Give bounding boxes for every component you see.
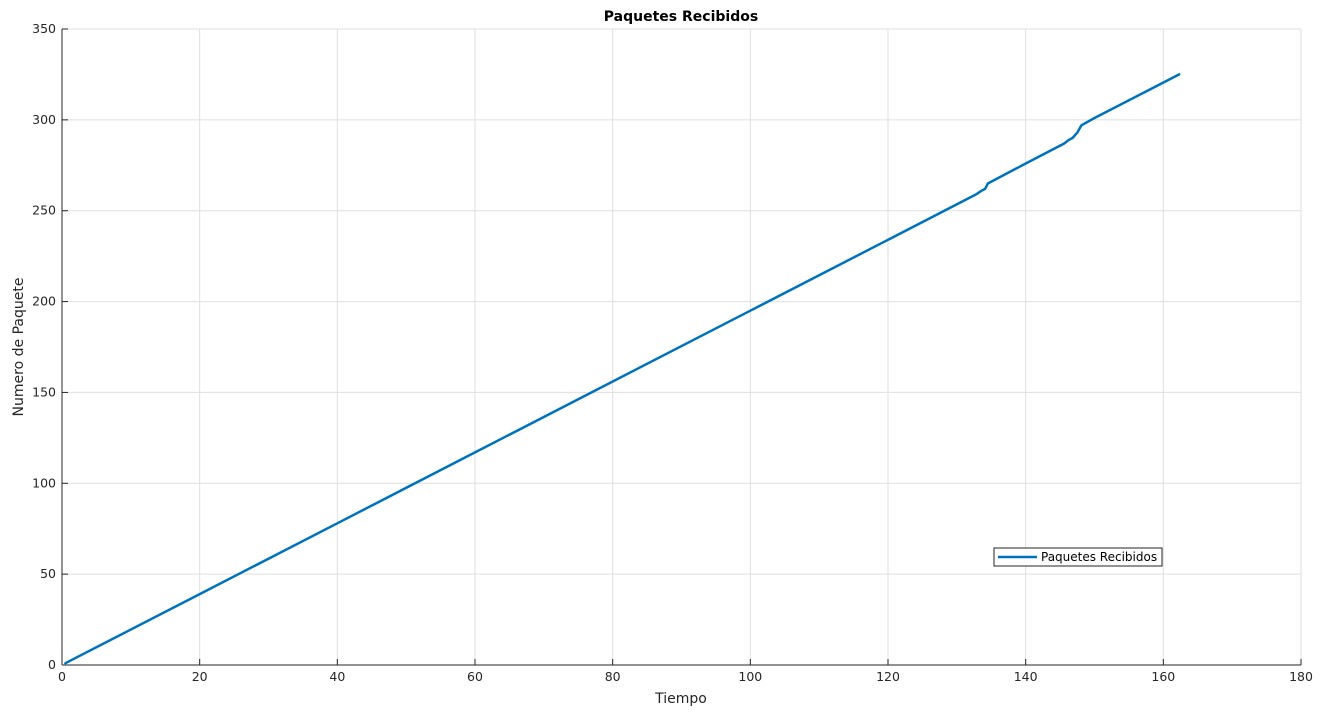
y-axis-title: Numero de Paquete [11,278,27,417]
series-lines [64,73,1181,665]
x-tick-label: 60 [467,669,483,684]
y-tick-label: 300 [32,112,56,127]
legend-box [993,547,1163,567]
x-tick-label: 40 [329,669,345,684]
x-tick-labels: 0 20 40 60 80 100 120 140 160 180 [58,669,1313,684]
axes [61,28,1302,666]
x-axis-title: Tiempo [654,691,707,707]
y-tick-label: 350 [32,21,56,36]
y-tick-label: 250 [32,203,56,218]
x-tick-label: 100 [738,669,762,684]
series-line-paquetes-recibidos [64,73,1181,665]
y-tick-label: 50 [40,566,56,581]
x-tick-label: 80 [605,669,621,684]
x-tick-label: 160 [1151,669,1175,684]
x-tick-label: 0 [58,669,66,684]
y-tick-label: 200 [32,294,56,309]
y-tick-label: 150 [32,384,56,399]
x-tick-label: 20 [192,669,208,684]
x-tick-label: 180 [1289,669,1313,684]
legend-label: Paquetes Recibidos [1041,550,1157,564]
legend: Paquetes Recibidos [993,547,1163,567]
chart-title: Paquetes Recibidos [604,9,758,25]
x-tick-label: 120 [876,669,900,684]
y-tick-label: 0 [48,657,56,672]
x-tick-label: 140 [1014,669,1038,684]
y-tick-label: 100 [32,475,56,490]
y-tick-labels: 0 50 100 150 200 250 300 350 [32,21,56,672]
